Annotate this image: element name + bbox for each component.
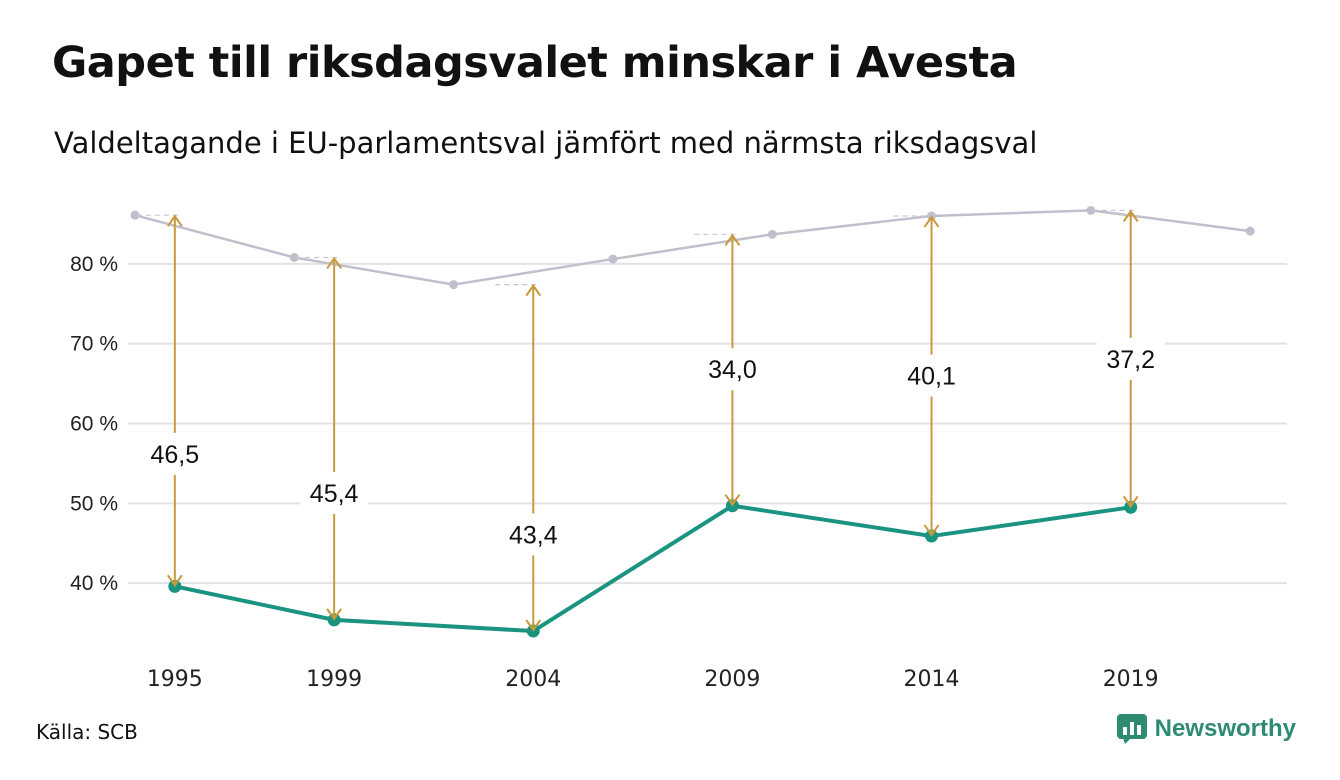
gap-label: 40,1 [907, 363, 956, 391]
x-tick-label: 2004 [505, 667, 561, 692]
gap-label-background [698, 348, 767, 391]
gap-arrow-head-up [326, 256, 342, 270]
gap-label-background [1096, 337, 1165, 380]
y-tick-label: 70 % [70, 333, 118, 356]
gap-arrow-2019: 37,2 [1096, 209, 1165, 509]
gap-arrow-head-down [326, 608, 342, 621]
gap-arrow-head-up [923, 215, 940, 228]
riksdag-point [1245, 226, 1255, 236]
source-note: Källa: SCB [36, 720, 138, 744]
y-tick-label: 40 % [70, 572, 118, 595]
eu-line [174, 503, 1131, 634]
gap-label-background [499, 513, 568, 556]
gap-label: 45,4 [310, 480, 359, 508]
gap-label: 34,0 [708, 356, 757, 384]
y-tick-label: 60 % [70, 413, 118, 436]
gap-arrow-head-up [1122, 209, 1139, 222]
riksdag-point [608, 254, 618, 264]
chart-subtitle: Valdeltagande i EU-parlamentsval jämfört… [54, 126, 1038, 160]
gap-arrow-head-down [724, 494, 741, 507]
gap-arrow-head-up [167, 214, 183, 227]
x-tick-label: 2014 [904, 667, 960, 692]
gap-arrow-head-up [525, 283, 542, 297]
riksdag-point [449, 280, 459, 290]
x-tick-label: 1999 [306, 667, 362, 692]
x-tick-label: 2019 [1103, 667, 1159, 692]
gap-label-background [140, 432, 209, 475]
x-axis-ticks: 1995 1999 2004 2009 2014 2019 [147, 667, 1159, 692]
gap-arrow-head-down [167, 574, 183, 588]
gap-label: 37,2 [1106, 346, 1155, 374]
line-chart: 40 % 50 % 60 % 70 % 80 % 1995 1999 2004 2009 201… [70, 205, 1287, 692]
y-tick-label: 50 % [70, 492, 118, 515]
x-tick-label: 1995 [147, 667, 203, 692]
riksdag-line [134, 209, 1251, 286]
gap-label-background [897, 354, 966, 397]
gap-reference-dashes [136, 209, 1137, 286]
brand-name: Newsworthy [1154, 715, 1296, 742]
grid-lines [128, 262, 1287, 585]
eu-series [168, 499, 1138, 638]
gap-arrow-head-down [525, 619, 542, 632]
y-tick-label: 80 % [70, 253, 118, 276]
gap-label-background [300, 471, 369, 514]
riksdag-point [1086, 205, 1096, 215]
gap-arrow-head-down [923, 524, 940, 537]
chart-title: Gapet till riksdagsvalet minskar i Avest… [52, 38, 1018, 88]
x-tick-label: 2009 [704, 667, 760, 692]
riksdag-series [130, 205, 1255, 290]
gap-label: 43,4 [509, 521, 558, 549]
gap-arrow-1999: 45,4 [300, 256, 369, 621]
riksdag-point [130, 210, 140, 220]
riksdag-point [289, 252, 299, 262]
gap-arrow-2009: 34,0 [698, 233, 767, 507]
y-axis-ticks: 40 % 50 % 60 % 70 % 80 % [70, 253, 118, 595]
gap-arrows: 46,5 45,4 43,4 34,0 40,1 37,2 [140, 209, 1165, 632]
gap-arrow-2014: 40,1 [897, 215, 966, 537]
riksdag-point [767, 229, 777, 239]
gap-label: 46,5 [150, 441, 199, 469]
gap-arrow-2004: 43,4 [499, 283, 568, 632]
gap-arrow-head-up [724, 233, 741, 246]
bar-chart-icon [1116, 714, 1147, 744]
gap-arrow-1995: 46,5 [140, 214, 209, 588]
gap-arrow-head-down [1122, 495, 1139, 509]
brand-logo[interactable]: Newsworthy [1116, 714, 1296, 744]
